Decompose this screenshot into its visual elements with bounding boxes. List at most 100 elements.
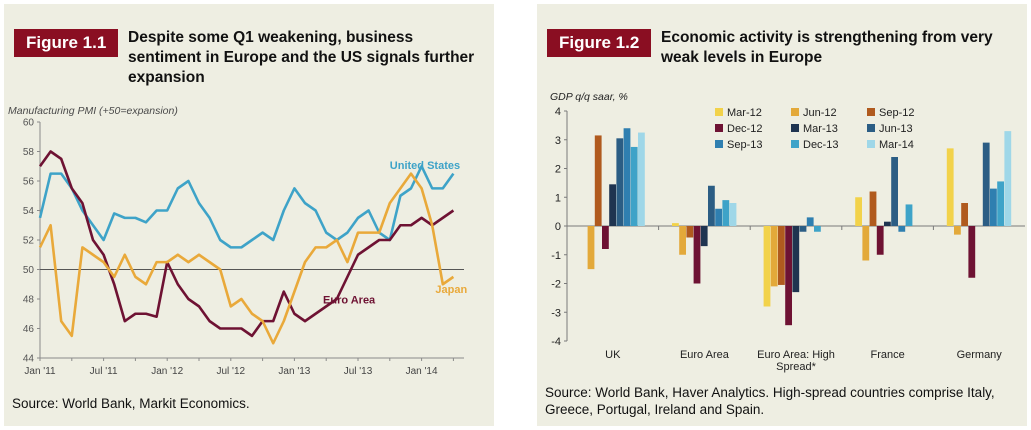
bar bbox=[700, 226, 708, 247]
y-tick-label: 58 bbox=[23, 147, 35, 158]
bar bbox=[884, 221, 891, 226]
bar bbox=[898, 226, 906, 232]
series-label-japan: Japan bbox=[435, 284, 467, 296]
legend-entry: Sep-12 bbox=[879, 107, 914, 119]
figure-1-1-title: Despite some Q1 weakening, business sent… bbox=[128, 29, 475, 86]
x-tick-label: Jan '14 bbox=[406, 366, 438, 377]
y-tick-label: -4 bbox=[551, 336, 561, 348]
y-tick-label: 3 bbox=[555, 135, 561, 147]
legend-entry: Jun-12 bbox=[803, 107, 837, 119]
y-tick-label: -1 bbox=[551, 250, 561, 262]
bar bbox=[968, 226, 976, 278]
y-tick-label: 0 bbox=[555, 221, 561, 233]
legend-swatch bbox=[791, 140, 799, 148]
pmi-line-chart: Manufacturing PMI (+50=expansion) 44 46 48 5… bbox=[8, 105, 467, 377]
figure-1-2-label: Figure 1.2 bbox=[547, 29, 652, 57]
bar bbox=[905, 204, 913, 226]
figure-1-2-panel: Figure 1.2 Economic activity is strength… bbox=[537, 4, 1027, 426]
category-label: Euro Area: High Spread* bbox=[757, 349, 835, 373]
legend-swatch bbox=[715, 124, 723, 132]
bar bbox=[587, 226, 595, 270]
bar bbox=[679, 226, 686, 255]
bar bbox=[869, 191, 877, 226]
category-label: France bbox=[870, 349, 904, 361]
y-axis-label: GDP q/q saar, % bbox=[550, 91, 628, 103]
bar bbox=[982, 142, 990, 226]
x-tick-label: Jan '12 bbox=[151, 366, 183, 377]
y-tick-label: 54 bbox=[23, 206, 35, 217]
legend-swatch bbox=[867, 124, 875, 132]
bar bbox=[729, 203, 737, 226]
y-tick-label: 44 bbox=[23, 354, 35, 365]
bar bbox=[623, 128, 631, 226]
bar bbox=[891, 157, 898, 226]
bar bbox=[693, 226, 701, 284]
bar bbox=[961, 203, 968, 226]
bar bbox=[792, 226, 800, 293]
figure-1-1-panel: Figure 1.1 Despite some Q1 weakening, bu… bbox=[4, 4, 494, 426]
bar bbox=[763, 226, 771, 307]
figure-1-1-source: Source: World Bank, Markit Economics. bbox=[12, 396, 250, 411]
bar bbox=[806, 217, 814, 226]
x-tick-label: Jul '12 bbox=[217, 366, 246, 377]
legend-entry: Mar-14 bbox=[879, 139, 914, 151]
y-tick-label: 56 bbox=[23, 177, 35, 188]
x-tick-label: Jul '11 bbox=[90, 366, 118, 377]
gdp-bar-chart: GDP q/q saar, % -4 -3 -2 -1 0 1 2 3 4 UK Euro Area E… bbox=[550, 91, 1025, 373]
bar bbox=[990, 188, 997, 226]
bar bbox=[997, 181, 1004, 226]
category-label: Euro Area bbox=[680, 349, 730, 361]
legend-swatch bbox=[791, 108, 799, 116]
bar bbox=[778, 226, 785, 285]
bar bbox=[708, 185, 715, 226]
y-tick-label: 48 bbox=[23, 295, 35, 306]
figure-1-2-source: Source: World Bank, Haver Analytics. Hig… bbox=[545, 385, 995, 417]
bar bbox=[946, 148, 954, 226]
legend-swatch bbox=[715, 108, 723, 116]
legend-entry: Dec-13 bbox=[803, 139, 838, 151]
legend-swatch bbox=[867, 108, 875, 116]
bar bbox=[814, 226, 821, 232]
bar bbox=[594, 135, 602, 226]
legend-swatch bbox=[791, 124, 799, 132]
x-tick-label: Jan '11 bbox=[24, 366, 56, 377]
x-tick-label: Jul '13 bbox=[344, 366, 373, 377]
bar bbox=[1004, 131, 1012, 226]
legend-entry: Dec-12 bbox=[727, 123, 762, 135]
bar bbox=[715, 208, 722, 226]
y-tick-label: 1 bbox=[555, 192, 561, 204]
y-tick-label: -2 bbox=[551, 279, 561, 291]
bar bbox=[770, 226, 778, 287]
bar bbox=[876, 226, 884, 255]
y-tick-label: 50 bbox=[23, 265, 35, 276]
bar bbox=[616, 138, 624, 226]
y-axis-label: Manufacturing PMI (+50=expansion) bbox=[8, 105, 178, 117]
bar bbox=[954, 226, 961, 235]
figure-1-1-label: Figure 1.1 bbox=[14, 29, 119, 57]
bar bbox=[722, 200, 730, 226]
bar bbox=[686, 226, 694, 238]
category-label: UK bbox=[605, 349, 621, 361]
y-tick-label: 46 bbox=[23, 324, 35, 335]
bar bbox=[785, 226, 792, 326]
y-tick-label: 2 bbox=[555, 164, 561, 176]
legend-entry: Mar-13 bbox=[803, 123, 838, 135]
legend-entry: Mar-12 bbox=[727, 107, 762, 119]
y-tick-label: 52 bbox=[23, 236, 35, 247]
series-label-euro-area: Euro Area bbox=[323, 294, 376, 306]
y-tick-label: -3 bbox=[551, 307, 561, 319]
bar bbox=[855, 197, 862, 226]
series-label-united-states: United States bbox=[390, 160, 460, 172]
bar bbox=[862, 226, 870, 261]
category-label: Germany bbox=[957, 349, 1003, 361]
bar bbox=[799, 226, 807, 232]
bar bbox=[638, 132, 645, 226]
y-tick-label: 4 bbox=[555, 106, 561, 118]
series-line-japan bbox=[38, 172, 455, 345]
legend-swatch bbox=[715, 140, 723, 148]
legend-swatch bbox=[867, 140, 875, 148]
bar bbox=[630, 146, 638, 226]
legend-entry: Sep-13 bbox=[727, 139, 762, 151]
bar bbox=[602, 226, 609, 249]
bar bbox=[609, 184, 616, 226]
